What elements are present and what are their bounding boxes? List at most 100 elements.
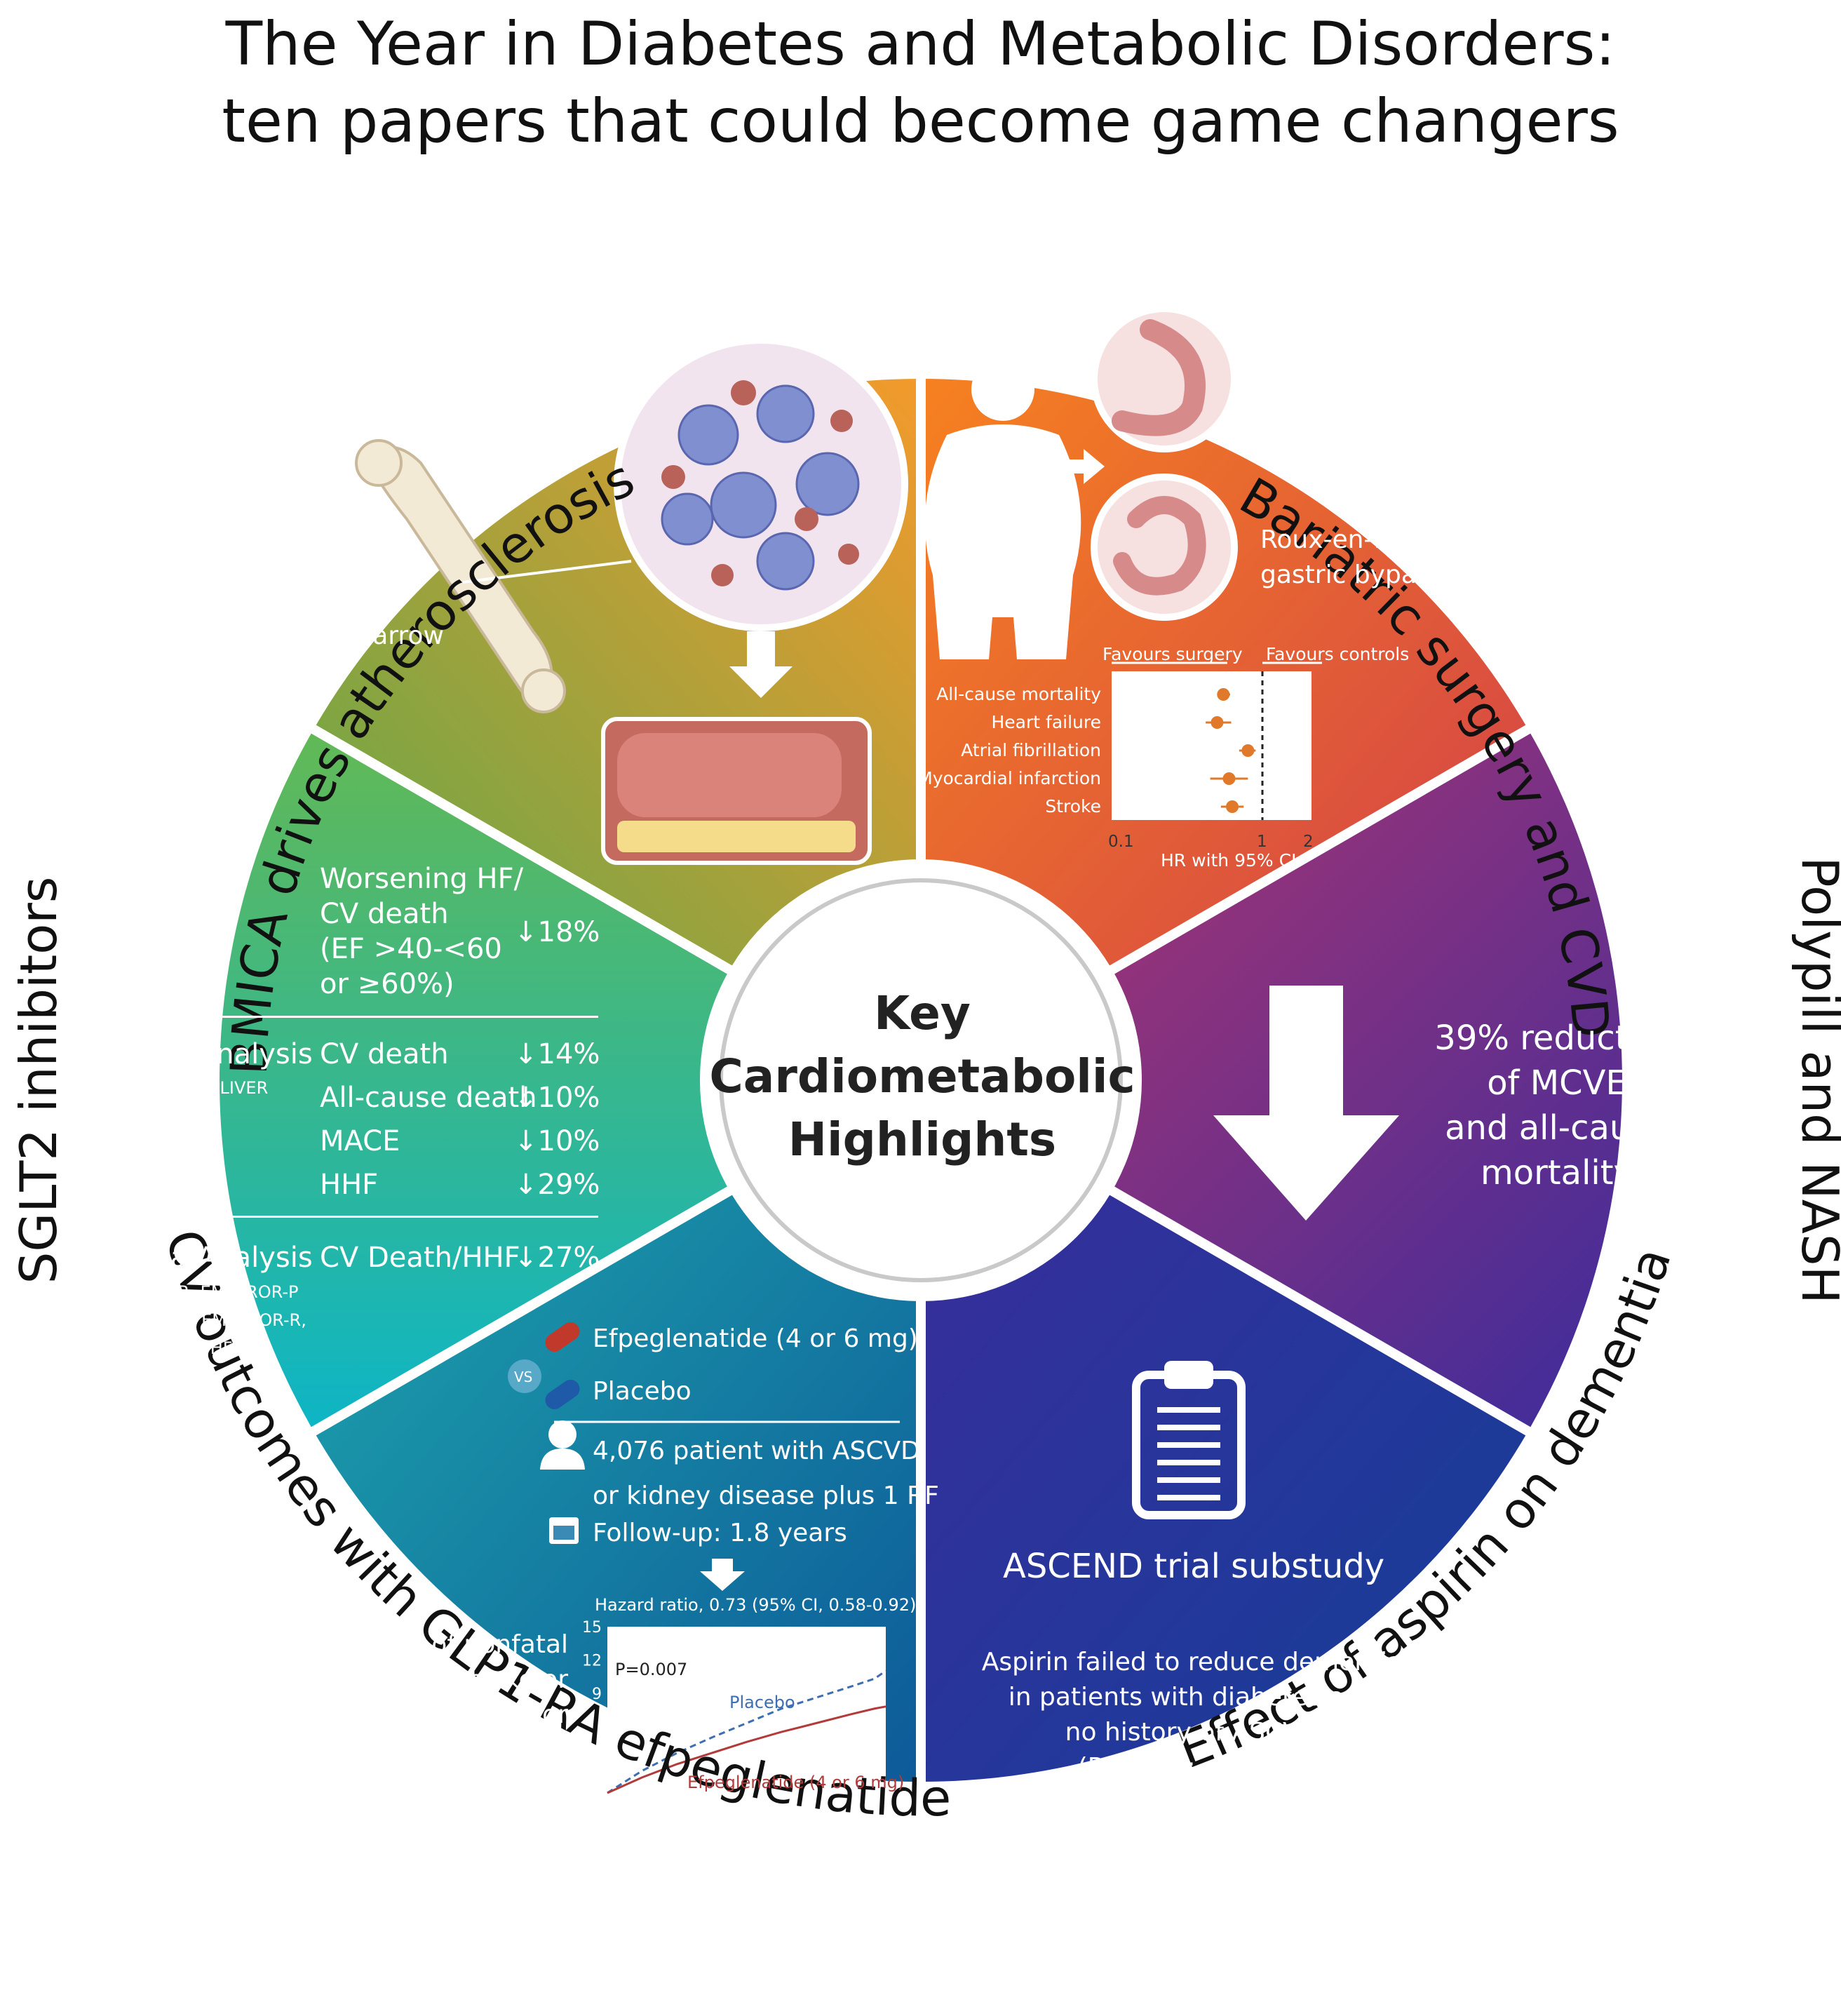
rrr-text: 27% RRR of nonfatal MI, nonfatal stroke … (288, 1627, 568, 1803)
forest-tick-2: 2 (1303, 833, 1314, 851)
meta1-row: HHF ↓29% (320, 1169, 600, 1211)
rrr-line-1: 27% RRR of nonfatal (306, 1630, 568, 1659)
followup-text: Follow-up: 1.8 years (593, 1519, 847, 1547)
right-arrow-icon (1063, 449, 1105, 484)
zoom-line (462, 560, 632, 584)
vs-badge (508, 1359, 541, 1393)
rrr-line-5: causes (480, 1770, 568, 1799)
polypill-line-2: of MCVE (1487, 1063, 1627, 1103)
meta1-row: All-cause death ↓10% (320, 1082, 600, 1124)
deliver-label: DELIVER (118, 861, 238, 894)
segment-title-polypill: Polypill and NASH (1791, 856, 1841, 1303)
meta1-outcome: CV death (320, 1038, 449, 1070)
haematopoiesis-cells-icon (614, 337, 908, 631)
roux-label-line-1: Roux-en-Y (1260, 525, 1386, 554)
aspirin-line-3: no history of ASCVD (1065, 1718, 1320, 1747)
deliver-outcome-line-1: Worsening HF/ (320, 863, 524, 895)
drug-curve-label: Efpeglenatide (4 or 6 mg) (687, 1773, 905, 1792)
km-x-tick: 6 (672, 1803, 682, 1821)
clipboard-icon (1132, 1361, 1246, 1519)
meta1-outcome: MACE (320, 1125, 400, 1157)
meta2-sub-line-2: DAPA-HF, EMPEROR-R, (118, 1310, 306, 1330)
center-line-2: Cardiometabolic (709, 1049, 1135, 1103)
roux-label: Roux-en-Y gastric bypass (1260, 523, 1443, 593)
meta1-value: ↓29% (514, 1169, 600, 1201)
sleeve-label-line-2: gastrectomy (1259, 384, 1418, 412)
deliver-value: ↓18% (514, 916, 600, 948)
meta1-value: ↓10% (514, 1082, 600, 1114)
bone-marrow-label: Bone marrow (276, 621, 444, 650)
sleeve-label-line-1: Sleeve (1259, 349, 1344, 377)
patients-text: 4,076 patient with ASCVD or kidney disea… (593, 1429, 939, 1519)
forest-tick-0: 0.1 (1108, 833, 1134, 851)
center-line-3: Highlights (788, 1113, 1057, 1167)
forest-row-label: Heart failure (991, 712, 1102, 732)
vs-label: VS (514, 1369, 533, 1385)
meta1-row: CV death ↓14% (320, 1038, 600, 1080)
deliver-outcome: Worsening HF/ CV death (EF >40-<60 or ≥6… (320, 861, 523, 1002)
forest-point (1226, 800, 1239, 813)
meta1-label: Meta-Analysis (118, 1038, 313, 1070)
polypill-text: 39% reduction of MCVE and all-cause mort… (1403, 1016, 1711, 1195)
arm-efpeglenatide: Efpeglenatide (4 or 6 mg) (593, 1324, 918, 1353)
segment-sglt2 (220, 730, 922, 1431)
meta2-sub: DELIVER, EMPEROR-P DAPA-HF, EMPEROR-R, S… (118, 1278, 306, 1362)
favours-surgery-label: Favours surgery (1102, 644, 1243, 664)
meta2-label: Meta-Analysis (118, 1242, 313, 1274)
deliver-outcome-line-4: or ≥60%) (320, 968, 454, 1000)
aspirin-line-2: in patients with diabetes and (1008, 1683, 1377, 1712)
aspirin-line-4: (RR 0.91; p=0.11) (1077, 1753, 1307, 1782)
center-line-1: Key (874, 986, 971, 1040)
forest-point (1211, 716, 1224, 729)
km-y-tick: 0 (592, 1785, 602, 1803)
sglt2-divider-1 (123, 1016, 598, 1018)
favours-controls-label: Favours controls (1266, 644, 1410, 664)
km-y-tick: 12 (582, 1652, 602, 1669)
meta1-outcome: All-cause death (320, 1082, 537, 1114)
patient-icon (540, 1420, 585, 1470)
placebo-curve-label: Placebo (729, 1693, 795, 1712)
forest-row-label: Myocardial infarction (917, 768, 1101, 788)
km-y-tick: 9 (592, 1686, 602, 1703)
km-y-tick: 3 (592, 1752, 602, 1770)
meta1-outcome: HHF (320, 1169, 379, 1201)
sleeve-label: Sleeve gastrectomy (1259, 346, 1417, 416)
page-title: The Year in Diabetes and Metabolic Disor… (0, 0, 1841, 160)
title-line-1: The Year in Diabetes and Metabolic Disor… (225, 9, 1616, 79)
rrr-line-2: MI, nonfatal stroke or (299, 1665, 568, 1694)
hazard-ratio-text: Hazard ratio, 0.73 (95% CI, 0.58-0.92) (595, 1595, 917, 1615)
artery-icon (601, 717, 872, 865)
deliver-outcome-line-2: CV death (320, 898, 449, 930)
forest-row-labels: All-cause mortality Heart failure Atrial… (912, 680, 1101, 821)
km-y-tick: 15 (582, 1619, 602, 1637)
km-series-placebo (607, 1669, 886, 1794)
forest-point (1241, 744, 1255, 757)
ascend-heading: ASCEND trial substudy (1003, 1547, 1385, 1586)
patients-line-1: 4,076 patient with ASCVD (593, 1437, 920, 1465)
forest-axis-label: HR with 95% CI (1161, 850, 1297, 871)
pill-blue-icon (545, 1379, 580, 1410)
patients-line-2: or kidney disease plus 1 RF (593, 1481, 939, 1510)
meta2-sub-line-1: DELIVER, EMPEROR-P (118, 1282, 299, 1302)
bone-icon (355, 439, 566, 713)
forest-point (1222, 772, 1236, 785)
arm-placebo: Placebo (593, 1377, 692, 1406)
title-line-2: ten papers that could become game change… (222, 86, 1619, 156)
aspirin-text: Aspirin failed to reduce dementia in pat… (968, 1645, 1417, 1785)
meta2-sub-line-3: SOLOIST-WHF (118, 1338, 233, 1358)
km-x-tick: 12 (737, 1803, 757, 1821)
km-chart: 0 6 12 18 24 0 3 6 9 12 15 (582, 1619, 896, 1821)
forest-row-label: All-cause mortality (936, 684, 1101, 704)
polypill-line-4: mortality (1481, 1153, 1633, 1192)
sglt2-divider-2 (123, 1216, 598, 1218)
calendar-icon (549, 1517, 579, 1544)
rrr-line-3: death from CV or (351, 1700, 568, 1729)
forest-row-label: Atrial fibrillation (961, 740, 1101, 760)
forest-tick-1: 1 (1257, 833, 1267, 851)
roux-label-line-2: gastric bypass (1260, 560, 1443, 589)
meta1-value: ↓14% (514, 1038, 600, 1070)
forest-row-label: Stroke (1045, 796, 1101, 817)
meta1-value: ↓10% (514, 1125, 600, 1157)
deliver-outcome-line-3: (EF >40-<60 (320, 933, 502, 965)
